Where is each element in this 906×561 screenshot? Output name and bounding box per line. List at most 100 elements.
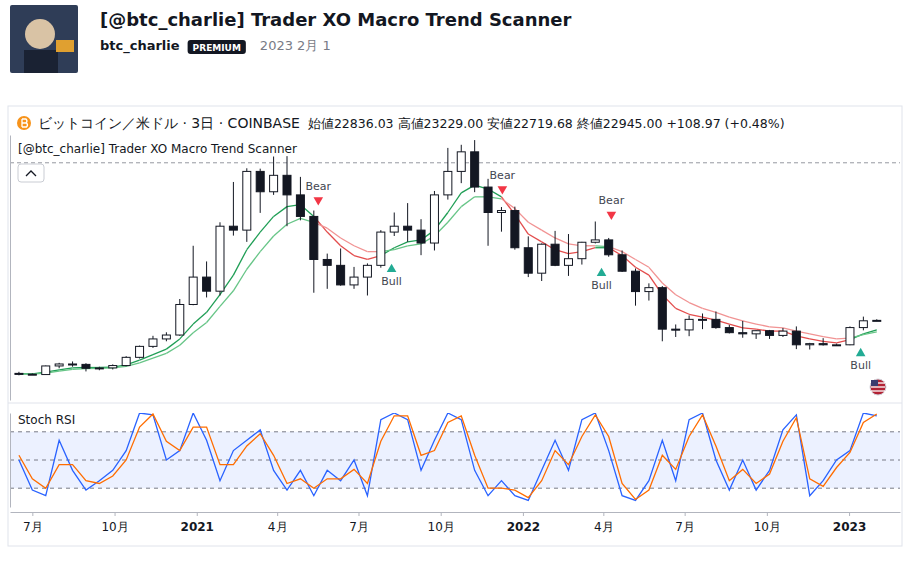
candle-body (95, 368, 103, 369)
signal-label: Bear (305, 180, 331, 193)
x-tick-line (32, 512, 33, 516)
x-tick-line (197, 512, 198, 516)
coin-icon-mark (22, 119, 28, 127)
stoch-line (19, 413, 877, 500)
x-tick: 2021 (181, 512, 214, 534)
signal-marker (387, 264, 397, 272)
candle-body (363, 265, 371, 277)
trend-line-segment (354, 256, 367, 260)
candle-wick (702, 313, 703, 329)
x-tick-line (358, 512, 359, 516)
price-level-line (10, 162, 900, 163)
trend-line-segment (676, 295, 689, 303)
collapse-button[interactable] (18, 164, 44, 182)
candle-body (203, 277, 211, 291)
signal-marker (607, 212, 617, 220)
x-tick: 2022 (507, 512, 540, 534)
x-tick: 2023 (833, 512, 866, 534)
trend-line-segment (810, 339, 823, 341)
trend-line-segment (729, 317, 742, 321)
trend-line (19, 185, 877, 374)
signal-label: Bear (490, 169, 516, 182)
candle-body (859, 321, 867, 328)
candle-body (658, 288, 666, 329)
trend-line-segment (703, 308, 716, 312)
grid-line (10, 488, 900, 489)
trend-line-segment (327, 232, 340, 246)
trend-line-segment (260, 216, 273, 232)
candle-body (350, 277, 358, 285)
candle-body (256, 171, 264, 191)
candle-wick (568, 234, 569, 276)
candles (15, 140, 881, 375)
avatar (10, 5, 78, 73)
candle-body (28, 374, 36, 375)
trend-line-segment (207, 306, 220, 322)
candle-body (846, 328, 854, 345)
candle-body (591, 240, 599, 242)
candle-body (296, 195, 304, 217)
candle-body (417, 230, 425, 243)
trend-line-segment (59, 369, 72, 371)
x-tick: 7月 (675, 512, 695, 534)
x-tick-line (441, 512, 442, 516)
candle-wick (407, 203, 408, 242)
signal-label: Bull (850, 359, 871, 372)
coin-icon (17, 116, 31, 130)
candle-body (337, 265, 345, 285)
x-tick: 7月 (349, 512, 369, 534)
trend-line-segment (810, 334, 823, 337)
candle-body (136, 346, 144, 357)
x-tick-line (277, 512, 278, 516)
trend-line-segment (140, 358, 153, 363)
candle-body (632, 271, 640, 291)
stoch-band (10, 432, 900, 488)
candle-body (162, 335, 170, 339)
candle-body (605, 240, 613, 255)
trend-line-segment (354, 246, 367, 252)
flag-stripe (871, 386, 885, 387)
x-tick-line (523, 512, 524, 516)
trend-line-segment (448, 207, 461, 223)
collapse-button-bg[interactable] (18, 164, 44, 182)
collapse-chevron[interactable] (26, 171, 36, 176)
trend-line-segment (166, 345, 179, 353)
x-tick-label: 7月 (349, 520, 369, 534)
stoch-axis (10, 414, 12, 508)
trend-line-segment (394, 246, 407, 250)
trend-line-segment (636, 259, 649, 267)
header: [@btc_charlie] Trader XO Macro Trend Sca… (10, 5, 572, 73)
candle-body (551, 244, 559, 265)
author: btc_charlie (100, 38, 180, 54)
trend-line-segment (274, 224, 287, 236)
x-tick-label: 4月 (268, 520, 288, 534)
candle-body (873, 320, 881, 321)
signal-label: Bull (381, 275, 402, 288)
page-title: [@btc_charlie] Trader XO Macro Trend Sca… (100, 9, 572, 30)
x-tick-line (685, 512, 686, 516)
chart-root: [@btc_charlie] Trader XO Macro Trend Sca… (0, 0, 906, 561)
candle-body (564, 259, 572, 266)
candle-body (618, 255, 626, 271)
candle-body (283, 175, 291, 195)
candle-body (752, 331, 760, 334)
trend-line-segment (193, 322, 206, 332)
chart-title: ビットコイン／米ドル · 3日 · COINBASE (38, 115, 300, 131)
candle-body (42, 366, 50, 375)
candle-body (15, 373, 23, 374)
avatar-item (56, 40, 74, 52)
x-tick: 4月 (594, 512, 614, 534)
publish-date: 2023 2月 1 (260, 38, 331, 53)
flag-canton (871, 380, 878, 386)
x-tick-label: 10月 (101, 520, 128, 534)
x-tick-label: 7月 (675, 520, 695, 534)
candle-body (109, 366, 117, 368)
candle-body (725, 328, 733, 333)
candle-body (390, 226, 398, 232)
flag-bg (870, 379, 886, 395)
trend-line-segment (274, 207, 287, 217)
pane-separator (8, 403, 902, 404)
trend-line-segment (501, 199, 514, 209)
candle-body (149, 339, 157, 346)
trend-line-segment (743, 321, 756, 324)
